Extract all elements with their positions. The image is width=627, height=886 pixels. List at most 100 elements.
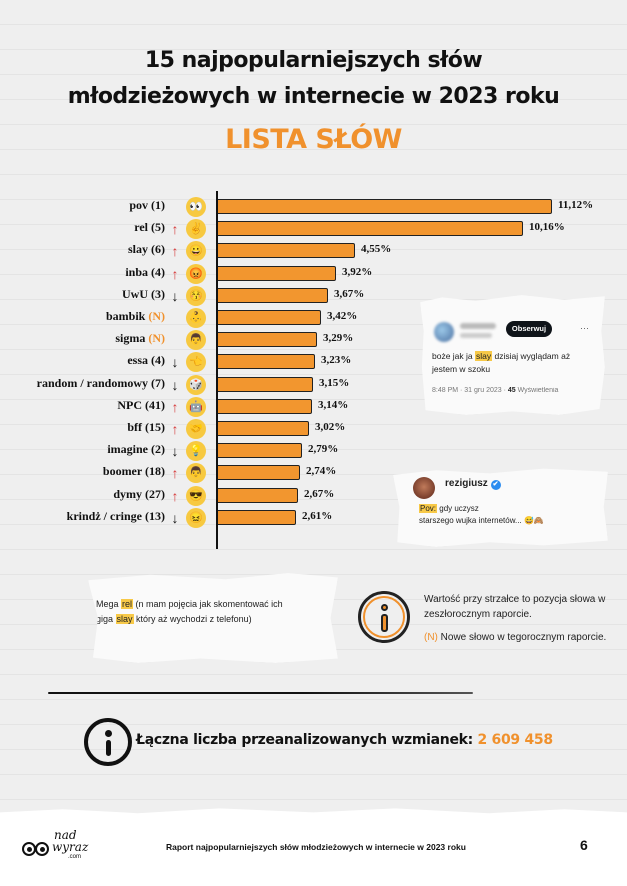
new-marker: (N) bbox=[424, 632, 438, 643]
word: UwU bbox=[122, 286, 148, 301]
word-label: inba (4) bbox=[0, 265, 165, 280]
chart-y-axis bbox=[216, 191, 218, 549]
bar bbox=[218, 199, 552, 214]
word: NPC bbox=[117, 397, 142, 412]
bar bbox=[218, 332, 317, 348]
grinning-face-icon: 😀 bbox=[186, 241, 206, 262]
new-marker: (N) bbox=[148, 309, 165, 323]
previous-rank: (5) bbox=[151, 220, 165, 235]
bar bbox=[218, 398, 312, 414]
bar bbox=[218, 287, 328, 303]
logo-text: nad bbox=[54, 828, 77, 842]
word-label: rel (5) bbox=[0, 220, 165, 235]
man-face-icon: 👨 bbox=[186, 330, 206, 351]
bar-value: 3,14% bbox=[318, 398, 349, 411]
word-label: krindż / cringe (13) bbox=[0, 509, 165, 524]
arrow-down-icon: ↓ bbox=[171, 354, 179, 371]
comment-text: Mega rel (n mam pojęcia jak skomentować … bbox=[96, 597, 286, 627]
previous-rank: (1) bbox=[151, 198, 165, 212]
highlight-word: slay bbox=[115, 614, 134, 624]
divider bbox=[48, 692, 473, 694]
chart-row: UwU (3) ↓ 😚 3,67% bbox=[0, 285, 627, 308]
robot-icon: 🤖 bbox=[186, 396, 206, 417]
arrow-up-icon: ↑ bbox=[171, 421, 179, 437]
highlight-word: Pov: bbox=[419, 504, 438, 513]
word: bambik bbox=[105, 309, 146, 323]
word-label: sigma (N) bbox=[0, 331, 165, 346]
more-options-icon[interactable]: ··· bbox=[580, 323, 589, 333]
arrow-up-icon: ↑ bbox=[171, 221, 179, 238]
legend: Wartość przy strzałce to pozycja słowa w… bbox=[424, 592, 624, 645]
tweet-text-part: dzisiaj wyglądam aż jestem w szoku bbox=[432, 351, 571, 374]
tweet-text: boże jak ja slay dzisiaj wyglądam aż jes… bbox=[432, 350, 592, 376]
bar-value: 2,67% bbox=[304, 487, 335, 500]
footer bbox=[0, 808, 627, 886]
word: bff bbox=[127, 420, 142, 434]
post-username: rezigiusz ✔ bbox=[445, 478, 501, 490]
blurred-handle bbox=[460, 333, 492, 338]
previous-rank: (6) bbox=[151, 242, 165, 257]
section-subtitle: LISTA SŁÓW bbox=[225, 124, 402, 155]
bar-value: 3,15% bbox=[319, 376, 350, 389]
arrow-down-icon: ↓ bbox=[171, 443, 179, 460]
bar-value: 4,55% bbox=[361, 243, 392, 256]
no-arrow bbox=[170, 199, 180, 215]
bar-value: 10,16% bbox=[529, 221, 565, 234]
chart-row: imagine (2) ↓ 💡 2,79% bbox=[0, 440, 627, 463]
bar-value: 3,23% bbox=[321, 354, 352, 367]
word: rel bbox=[134, 220, 148, 235]
eyes-icon: 👀 bbox=[186, 197, 206, 217]
post-text-line: starszego wujka internetów... 😅🙈 bbox=[419, 516, 544, 525]
no-arrow bbox=[170, 310, 180, 326]
previous-rank: (27) bbox=[145, 486, 165, 501]
bar bbox=[218, 421, 309, 436]
bar bbox=[218, 376, 313, 392]
highlight-word: rel bbox=[121, 599, 134, 609]
title-line-2: młodzieżowych w internecie w 2023 roku bbox=[67, 84, 560, 109]
chart-row: slay (6) ↑ 😀 4,55% bbox=[0, 240, 627, 263]
word-label: random / randomowy (7) bbox=[0, 376, 165, 391]
word-label: essa (4) bbox=[0, 353, 165, 368]
arrow-down-icon: ↓ bbox=[171, 509, 179, 526]
views-label: Wyświetlenia bbox=[515, 387, 559, 394]
tweet-time: 8:48 PM · 31 gru 2023 · bbox=[432, 387, 508, 394]
word-label: dymy (27) bbox=[0, 487, 165, 502]
previous-rank: (41) bbox=[145, 397, 165, 412]
handshake-icon: 🤝 bbox=[186, 419, 206, 439]
info-icon bbox=[84, 718, 132, 766]
bar-value: 3,29% bbox=[323, 332, 354, 345]
word: boomer bbox=[102, 464, 142, 479]
word-label: bambik (N) bbox=[0, 309, 165, 324]
chart-row: dymy (27) ↑ 😎 2,67% bbox=[0, 485, 627, 508]
previous-rank: (15) bbox=[145, 420, 165, 434]
report-title: Raport najpopularniejszych słów młodzież… bbox=[166, 842, 466, 852]
verified-badge-icon: ✔ bbox=[490, 480, 501, 490]
comment-note: Mega rel (n mam pojęcia jak skomentować … bbox=[88, 573, 338, 663]
word-label: bff (15) bbox=[0, 420, 165, 435]
word-label: pov (1) bbox=[0, 198, 165, 213]
highlight-word: slay bbox=[475, 351, 493, 361]
arrow-up-icon: ↑ bbox=[171, 465, 179, 482]
word-label: slay (6) bbox=[0, 242, 165, 257]
title-line-1: 15 najpopularniejszych słów bbox=[144, 48, 483, 73]
previous-rank: (18) bbox=[145, 464, 165, 479]
bar-value: 3,02% bbox=[315, 421, 346, 433]
nadwyraz-logo: nad wyraz .com bbox=[22, 828, 92, 862]
bar bbox=[218, 354, 315, 370]
blurred-username bbox=[460, 323, 496, 329]
follow-button[interactable]: Obserwuj bbox=[506, 321, 552, 337]
chart-row: krindż / cringe (13) ↓ 😖 2,61% bbox=[0, 507, 627, 530]
avatar bbox=[434, 322, 454, 342]
previous-rank: (4) bbox=[151, 353, 165, 368]
chart-row: rel (5) ↑ ✌ 10,16% bbox=[0, 218, 627, 241]
word-label: imagine (2) bbox=[0, 442, 165, 457]
confounded-face-icon: 😖 bbox=[186, 507, 206, 528]
light-bulb-icon: 💡 bbox=[186, 441, 206, 462]
legend-new-explanation: (N) Nowe słowo w tegorocznym raporcie. bbox=[424, 630, 624, 645]
chart-row: NPC (41) ↑ 🤖 3,14% bbox=[0, 396, 627, 419]
word: random / randomowy bbox=[36, 375, 148, 390]
post-text-line: gdy uczysz bbox=[437, 504, 479, 513]
arrow-down-icon: ↓ bbox=[171, 376, 179, 393]
word-label: boomer (18) bbox=[0, 464, 165, 479]
bar bbox=[218, 443, 302, 459]
